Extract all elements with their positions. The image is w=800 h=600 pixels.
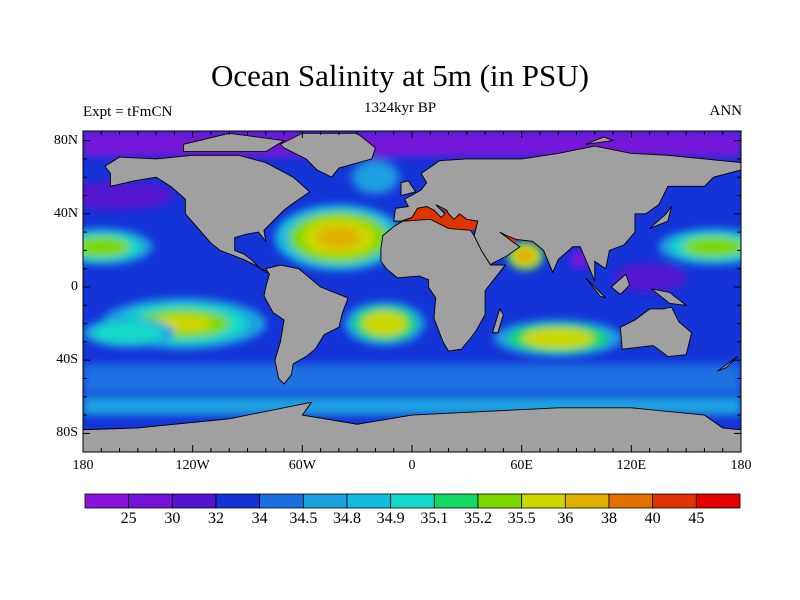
landmass-madagascar	[491, 307, 504, 334]
north-pacific-fresh	[83, 180, 175, 211]
colorbar-swatch	[128, 493, 173, 509]
landmass-south-america	[263, 264, 349, 385]
colorbar-label: 34.5	[289, 510, 318, 527]
colorbar-label: 36	[557, 510, 574, 527]
north-atlantic-high	[317, 226, 361, 249]
colorbar-swatch	[84, 493, 130, 509]
arabian-sea-high	[515, 247, 536, 265]
season-label: ANN	[709, 103, 743, 119]
lon-label: 180	[72, 458, 94, 473]
landmass-british-isles	[400, 180, 417, 197]
landmass-antarctica	[83, 401, 741, 452]
colorbar-swatch	[346, 493, 392, 509]
colorbar-label: 40	[644, 510, 661, 527]
lat-label: 40S	[56, 352, 78, 368]
colorbar-label: 34.9	[376, 510, 405, 527]
colorbar-swatch	[477, 493, 523, 509]
time-label: 1324kyr BP	[363, 100, 437, 116]
lat-label: 40N	[53, 205, 78, 221]
landmass-sumatra	[585, 277, 607, 299]
map-field	[83, 131, 741, 452]
landmass-new-guinea	[651, 288, 688, 306]
colorbar-label: 34.8	[333, 510, 361, 527]
landmass-siberian-islands	[585, 136, 615, 145]
landmass-australia	[619, 306, 693, 358]
colorbar-label: 32	[208, 510, 224, 527]
lat-label: 80N	[53, 132, 78, 148]
lon-label: 120W	[175, 458, 210, 473]
lon-label: 0	[408, 458, 416, 473]
lon-label: 180	[730, 458, 752, 473]
colorbar-swatch	[433, 493, 479, 509]
colorbar-label: 45	[688, 510, 705, 527]
indo-pacific-fresh	[621, 266, 679, 290]
lon-label: 120E	[616, 458, 647, 473]
south-pacific-high-west	[93, 321, 165, 345]
lon-label: 60W	[288, 458, 316, 473]
colorbar-label: 30	[164, 510, 181, 527]
colorbar-swatch	[652, 493, 697, 509]
landmass-new-zealand	[716, 356, 738, 372]
landmass-borneo	[610, 273, 631, 295]
north-atlantic-subpolar	[355, 162, 396, 192]
colorbar-swatch	[259, 493, 304, 509]
colorbar-label: 35.1	[420, 510, 449, 527]
colorbar-label: 35.5	[507, 510, 536, 527]
landmass-japan	[649, 206, 672, 229]
landmass-eurasia	[393, 145, 741, 282]
lat-label: 80S	[56, 425, 78, 441]
colorbar-swatch	[215, 493, 261, 509]
colorbar-swatch	[390, 493, 435, 509]
plot-title: Ocean Salinity at 5m (in PSU)	[211, 58, 589, 93]
colorbar-label: 25	[120, 510, 137, 527]
colorbar-label: 34	[251, 510, 268, 527]
landmass-arctic-archipelago	[183, 132, 286, 153]
lon-label: 60E	[510, 458, 533, 473]
north-pacific-high-west	[682, 236, 741, 257]
colorbar-swatch	[521, 493, 566, 509]
colorbar-swatch	[171, 493, 217, 509]
colorbar-label: 38	[601, 510, 617, 527]
south-atlantic-high	[362, 311, 408, 336]
landmass-africa	[380, 218, 507, 352]
landmass-north-america	[104, 154, 311, 273]
land-masses	[83, 132, 741, 452]
colorbar-swatch	[695, 493, 741, 509]
colorbar-swatch	[302, 493, 348, 509]
colorbar-label: 35.2	[464, 510, 492, 527]
colorbar-swatch	[608, 493, 654, 509]
south-indian-high	[522, 327, 595, 349]
experiment-label: Expt = tFmCN	[83, 104, 173, 120]
colorbar-swatch	[564, 493, 610, 509]
lat-label: 0	[71, 279, 78, 294]
north-pacific-high	[83, 236, 130, 257]
southern-ocean-band	[83, 363, 741, 394]
